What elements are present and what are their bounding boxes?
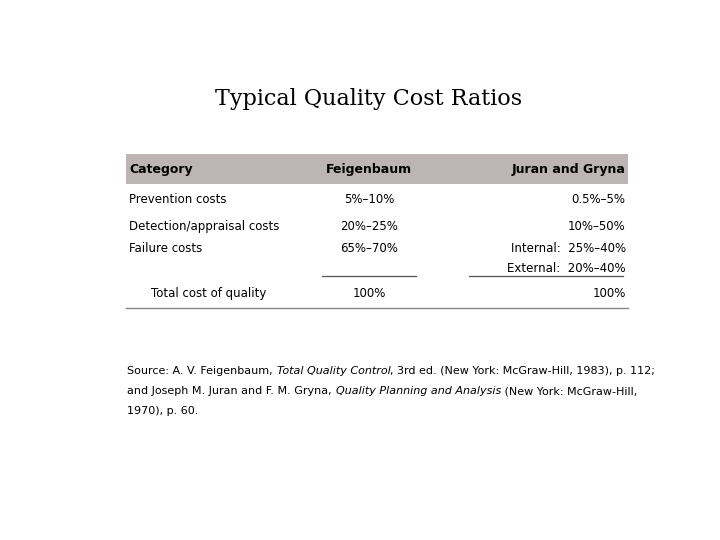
Text: Detection/appraisal costs: Detection/appraisal costs — [129, 220, 279, 233]
Text: , 3rd ed. (New York: McGraw-Hill, 1983), p. 112;: , 3rd ed. (New York: McGraw-Hill, 1983),… — [390, 366, 655, 376]
Text: 100%: 100% — [593, 287, 626, 300]
Text: Total cost of quality: Total cost of quality — [151, 287, 266, 300]
Text: 10%–50%: 10%–50% — [568, 220, 626, 233]
Text: Typical Quality Cost Ratios: Typical Quality Cost Ratios — [215, 87, 523, 110]
Text: 20%–25%: 20%–25% — [340, 220, 398, 233]
Text: and Joseph M. Juran and F. M. Gryna,: and Joseph M. Juran and F. M. Gryna, — [127, 386, 336, 396]
Text: Prevention costs: Prevention costs — [129, 193, 227, 206]
Text: Feigenbaum: Feigenbaum — [326, 163, 412, 176]
Text: Internal:  25%–40%: Internal: 25%–40% — [510, 242, 626, 255]
Text: Failure costs: Failure costs — [129, 242, 202, 255]
Text: Total Quality Control: Total Quality Control — [276, 366, 390, 376]
Text: Category: Category — [129, 163, 193, 176]
Text: 5%–10%: 5%–10% — [344, 193, 394, 206]
Text: 65%–70%: 65%–70% — [340, 242, 398, 255]
Text: 100%: 100% — [352, 287, 386, 300]
Text: External:  20%–40%: External: 20%–40% — [507, 261, 626, 275]
Text: Juran and Gryna: Juran and Gryna — [512, 163, 626, 176]
Text: Quality Planning and Analysis: Quality Planning and Analysis — [336, 386, 501, 396]
Bar — [126, 154, 629, 184]
Text: Source: A. V. Feigenbaum,: Source: A. V. Feigenbaum, — [127, 366, 276, 376]
Text: 1970), p. 60.: 1970), p. 60. — [127, 406, 199, 416]
Text: 0.5%–5%: 0.5%–5% — [572, 193, 626, 206]
Text: (New York: McGraw-Hill,: (New York: McGraw-Hill, — [501, 386, 637, 396]
